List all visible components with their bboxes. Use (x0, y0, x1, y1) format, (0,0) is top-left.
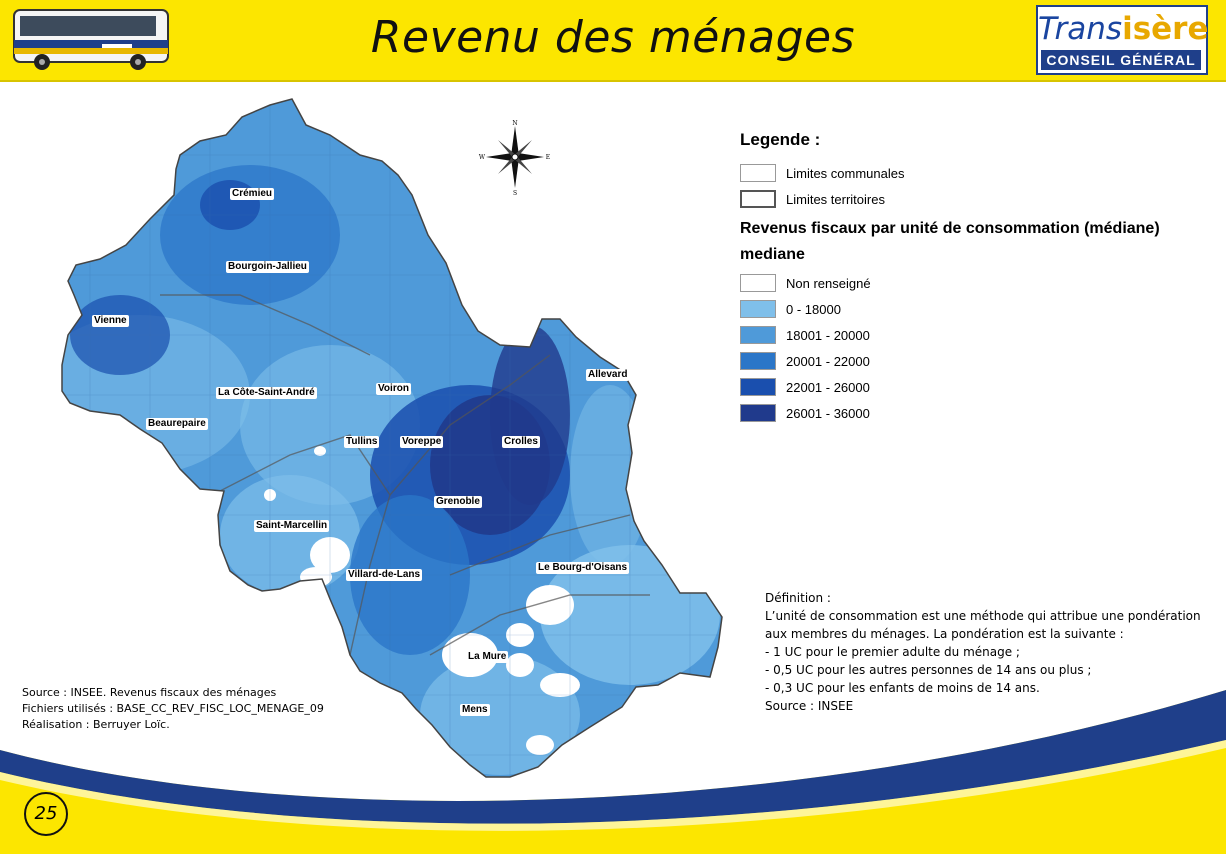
definition-line: Source : INSEE (765, 699, 854, 713)
page-title: Revenu des ménages (370, 12, 856, 63)
compass-s: S (513, 190, 517, 196)
legend-class-row: Non renseigné (740, 270, 1220, 296)
label-voreppe: Voreppe (400, 436, 444, 448)
label-villard-de-lans: Villard-de-Lans (346, 569, 423, 581)
isere-income-map: Crémieu Bourgoin-Jallieu Vienne La Côte-… (30, 95, 730, 790)
logo-subtitle: CONSEIL GÉNÉRAL (1041, 50, 1201, 70)
compass-n: N (512, 120, 517, 127)
legend-classes: Non renseigné 0 - 18000 18001 - 20000 20001… (740, 270, 1220, 426)
label-grenoble: Grenoble (434, 496, 482, 508)
legend-class-label: 26001 - 36000 (786, 405, 870, 421)
author-line: Réalisation : Berruyer Loïc. (22, 718, 170, 731)
logo-trans-text: Trans (1038, 11, 1123, 47)
legend-class-row: 20001 - 22000 (740, 348, 1220, 374)
legend-class-swatch (740, 352, 776, 370)
definition-line: - 0,5 UC pour les autres personnes de 14… (765, 663, 1092, 677)
legend-class-row: 0 - 18000 (740, 296, 1220, 322)
label-tullins: Tullins (344, 436, 380, 448)
bus-image (13, 9, 169, 70)
definition-block: Définition : L’unité de consommation est… (765, 589, 1220, 715)
label-la-cote-saint-andre: La Côte-Saint-André (216, 387, 317, 399)
definition-line: - 1 UC pour le premier adulte du ménage … (765, 645, 1020, 659)
legend-class-swatch (740, 300, 776, 318)
legend-class-swatch (740, 378, 776, 396)
department-outline (61, 98, 723, 778)
label-crolles: Crolles (502, 436, 540, 448)
label-bourgoin-jallieu: Bourgoin-Jallieu (226, 261, 309, 273)
legend-title: Legende : (740, 130, 821, 149)
legend-section-title: Revenus fiscaux par unité de consommatio… (740, 220, 1160, 237)
label-vienne: Vienne (92, 315, 129, 327)
legend-class-row: 18001 - 20000 (740, 322, 1220, 348)
label-la-mure: La Mure (466, 651, 509, 663)
files-line: Fichiers utilisés : BASE_CC_REV_FISC_LOC… (22, 702, 324, 715)
legend-row-communal: Limites communales (740, 160, 1220, 186)
legend-class-label: 22001 - 26000 (786, 379, 870, 395)
legend-class-label: 18001 - 20000 (786, 327, 870, 343)
legend-label: Limites territoires (786, 191, 885, 207)
swatch-territory-limits (740, 190, 776, 208)
header-bar: Revenu des ménages Transisère CONSEIL GÉ… (0, 0, 1226, 82)
transisere-logo: Transisère CONSEIL GÉNÉRAL (1036, 5, 1209, 75)
page-number: 25 (24, 792, 68, 836)
legend-class-label: 20001 - 22000 (786, 353, 870, 369)
legend-class-swatch (740, 404, 776, 422)
label-allevard: Allevard (586, 369, 630, 381)
compass-w: W (479, 154, 486, 161)
swatch-communal-limits (740, 164, 776, 182)
map-legend: Legende : Limites communales Limites ter… (740, 130, 1220, 426)
label-cremieu: Crémieu (230, 188, 275, 200)
footer-swoosh (0, 690, 1226, 854)
sources-block: Source : INSEE. Revenus fiscaux des ména… (22, 685, 382, 733)
compass-e: E (546, 154, 550, 161)
definition-line: - 0,3 UC pour les enfants de moins de 14… (765, 681, 1040, 695)
label-mens: Mens (460, 704, 490, 716)
map-svg (61, 98, 723, 778)
legend-class-swatch (740, 326, 776, 344)
legend-class-swatch (740, 274, 776, 292)
label-saint-marcellin: Saint-Marcellin (254, 520, 330, 532)
legend-label: Limites communales (786, 165, 905, 181)
legend-class-label: Non renseigné (786, 275, 871, 291)
label-beaurepaire: Beaurepaire (146, 418, 208, 430)
logo-isere-text: isère (1122, 11, 1209, 47)
definition-heading: Définition : (765, 591, 831, 605)
legend-class-label: 0 - 18000 (786, 301, 841, 317)
legend-class-row: 26001 - 36000 (740, 400, 1220, 426)
compass-rose-icon: N S W E (479, 120, 550, 196)
definition-line: aux membres du ménages. La pondération e… (765, 627, 1124, 641)
legend-section-subtitle: mediane (740, 246, 805, 263)
label-le-bourg-doisans: Le Bourg-d'Oisans (536, 562, 630, 574)
legend-row-territory: Limites territoires (740, 186, 1220, 212)
source-line: Source : INSEE. Revenus fiscaux des ména… (22, 686, 277, 699)
label-voiron: Voiron (376, 383, 411, 395)
definition-line: L’unité de consommation est une méthode … (765, 609, 1201, 623)
legend-class-row: 22001 - 26000 (740, 374, 1220, 400)
